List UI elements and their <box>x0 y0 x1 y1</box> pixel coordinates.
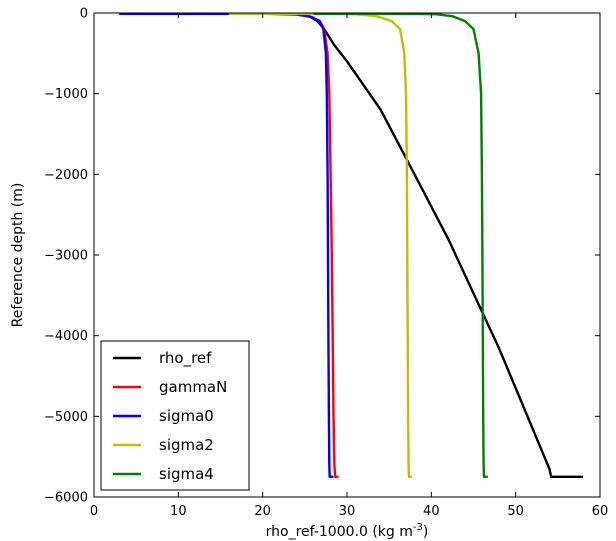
series-line-sigma2 <box>228 13 412 478</box>
legend-label-sigma2: sigma2 <box>159 436 214 454</box>
x-tick-label: 60 <box>592 504 609 519</box>
x-tick-label: 10 <box>170 504 187 519</box>
series-layer <box>119 13 584 478</box>
y-tick-label: −6000 <box>44 491 88 506</box>
x-tick-label: 20 <box>254 504 271 519</box>
y-tick-label: −3000 <box>44 249 88 264</box>
series-line-gammaN <box>283 13 339 478</box>
legend: rho_ref gammaN sigma0 sigma2 sigma4 <box>100 340 250 491</box>
legend-label-gammaN: gammaN <box>159 378 227 396</box>
axis-ticks: 0 10 20 30 40 50 60 0 −1000 −2000 −3000 −4000 −5000 −… <box>44 7 608 520</box>
series-line-sigma4 <box>313 13 488 478</box>
x-tick-label: 50 <box>507 504 524 519</box>
y-tick-label: −4000 <box>44 329 88 344</box>
x-tick-label: 40 <box>423 504 440 519</box>
legend-label-sigma0: sigma0 <box>159 407 214 425</box>
x-axis-label: rho_ref-1000.0 (kg m-3) <box>266 522 429 540</box>
x-tick-label: 30 <box>339 504 356 519</box>
y-tick-label: −1000 <box>44 87 88 102</box>
legend-label-sigma4: sigma4 <box>159 465 214 483</box>
legend-label-rho_ref: rho_ref <box>159 349 212 368</box>
y-tick-label: −5000 <box>44 410 88 425</box>
y-axis-label: Reference depth (m) <box>10 183 26 328</box>
y-tick-label: 0 <box>80 7 88 22</box>
x-tick-label: 0 <box>90 504 98 519</box>
y-tick-label: −2000 <box>44 168 88 183</box>
